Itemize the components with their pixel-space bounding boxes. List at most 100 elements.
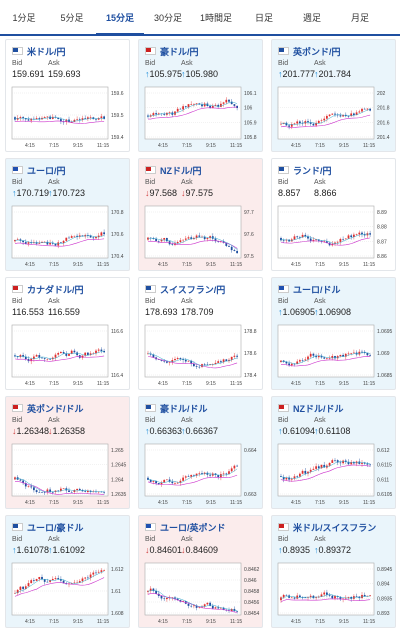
candle-body [163, 598, 166, 600]
tab-6[interactable]: 週足 [302, 13, 321, 23]
tab-2[interactable]: 15分足 [96, 0, 144, 36]
moving-average-line [280, 464, 371, 482]
tab-3[interactable]: 30分足 [153, 13, 182, 23]
candle-body [84, 118, 87, 119]
y-tick-label: 97.6 [244, 232, 254, 238]
pair-title[interactable]: NZドル/ドル [278, 402, 344, 414]
candle-body [293, 236, 296, 240]
currency-card[interactable]: 英ポンド/ドル Bid Ask ↓1.26348 ↓1.26358 1.265 1.2645… [5, 396, 130, 509]
candle-body [220, 103, 222, 107]
candle-body [166, 479, 168, 481]
candle-body [214, 362, 217, 365]
pair-title[interactable]: NZドル/円 [145, 164, 202, 176]
tab-5[interactable]: 日足 [254, 13, 273, 23]
candle-body [195, 605, 198, 608]
candle-body [363, 234, 366, 236]
tab-7[interactable]: 月足 [350, 13, 369, 23]
x-tick-label: 4:15 [158, 381, 168, 387]
bid-price: ↓1.26348 [12, 426, 49, 436]
ask-label: Ask [181, 417, 193, 424]
pair-title[interactable]: スイスフラン/円 [145, 283, 225, 295]
currency-card[interactable]: NZドル/円 Bid Ask ↓97.568 ↓97.575 97.7 97.6 97.5 4:… [138, 158, 263, 271]
candle-body [323, 464, 326, 468]
candle-body [152, 481, 155, 482]
candle-body [217, 241, 220, 242]
pair-title[interactable]: ランド/円 [278, 164, 332, 176]
bid-value: 8.857 [278, 188, 301, 198]
candle-body [198, 607, 201, 608]
candle-body [84, 577, 87, 579]
pair-title[interactable]: 豪ドル/ドル [145, 402, 208, 414]
candle-body [81, 578, 84, 582]
moving-average-line [14, 120, 105, 124]
pair-title[interactable]: 英ポンド/円 [278, 45, 341, 57]
currency-card[interactable]: 米ドル/スイスフラン Bid Ask ↑0.8935 ↑0.89372 0.8945 0.8… [271, 515, 396, 628]
pair-title[interactable]: ユーロ/円 [12, 164, 66, 176]
pair-name: 豪ドル/ドル [160, 403, 208, 414]
candle-body [70, 583, 73, 584]
ask-label: Ask [314, 179, 326, 186]
candle-body [290, 363, 293, 366]
candle-body [285, 122, 288, 126]
currency-card[interactable]: ユーロ/豪ドル Bid Ask ↑1.61078 ↑1.61092 1.612 1.61 1.… [5, 515, 130, 628]
ask-label: Ask [181, 179, 193, 186]
candle-body [353, 352, 355, 354]
bid-price: 116.553 [12, 307, 44, 317]
y-tick-label: 1.265 [111, 448, 124, 454]
currency-card[interactable]: ユーロ/円 Bid Ask ↑170.719 ↑170.723 170.8 170.6 170… [5, 158, 130, 271]
x-tick-label: 7:15 [315, 262, 325, 268]
currency-card[interactable]: 米ドル/円 Bid Ask 159.691 159.693 159.6 159.5 159.4… [5, 39, 130, 152]
tab-1[interactable]: 5分足 [60, 13, 84, 23]
candle-body [166, 238, 168, 242]
candle-body [163, 479, 166, 483]
pair-title[interactable]: 米ドル/スイスフラン [278, 521, 376, 533]
candle-body [288, 477, 290, 480]
candle-body [62, 240, 65, 244]
candle-body [336, 114, 339, 116]
pair-name: ユーロ/ドル [293, 284, 341, 295]
candle-body [369, 464, 371, 466]
pair-title[interactable]: ユーロ/豪ドル [12, 521, 84, 533]
y-tick-label: 170.6 [111, 232, 124, 238]
currency-card[interactable]: カナダドル/円 Bid Ask 116.553 116.559 116.6 116.4 4:1… [5, 277, 130, 390]
candle-body [323, 592, 326, 595]
currency-card[interactable]: 英ポンド/円 Bid Ask ↑201.777 ↑201.784 202 201.8 201.… [271, 39, 396, 152]
currency-card[interactable]: ユーロ/ドル Bid Ask ↑1.06905 ↑1.06908 1.0695 1.069 1… [271, 277, 396, 390]
currency-card[interactable]: スイスフラン/円 Bid Ask 178.693 178.709 178.8 178.6 17… [138, 277, 263, 390]
tab-0[interactable]: 1分足 [12, 13, 36, 23]
tab-4[interactable]: 1時間足 [199, 13, 232, 23]
candle-body [190, 237, 193, 240]
x-tick-label: 4:15 [25, 262, 35, 268]
candle-body [73, 350, 76, 353]
bid-label: Bid [145, 417, 156, 424]
bid-price: ↑0.66363 [145, 426, 182, 436]
currency-card[interactable]: 豪ドル/円 Bid Ask ↑105.975 ↑105.980 106.1 106 105.9… [138, 39, 263, 152]
candle-body [323, 357, 326, 359]
candle-body [97, 235, 100, 238]
pair-title[interactable]: ユーロ/ドル [278, 283, 341, 295]
flag-stripe [279, 167, 284, 171]
candle-body [336, 460, 339, 463]
currency-card[interactable]: ユーロ/英ポンド Bid Ask ↓0.84601 ↓0.84609 0.8462 0.84… [138, 515, 263, 628]
pair-title[interactable]: 米ドル/円 [12, 45, 66, 57]
candle-body [301, 597, 304, 598]
pair-title[interactable]: 英ポンド/ドル [12, 402, 84, 414]
currency-card[interactable]: 豪ドル/ドル Bid Ask ↑0.66363 ↑0.66367 0.664 0.663 4:… [138, 396, 263, 509]
pair-title[interactable]: ユーロ/英ポンド [145, 521, 226, 533]
currency-card[interactable]: NZドル/ドル Bid Ask ↑0.61094 ↑0.61108 0.612 0.6115… [271, 396, 396, 509]
candle-body [46, 489, 49, 492]
candle-body [84, 352, 87, 356]
pair-name: 英ポンド/円 [293, 46, 341, 57]
candle-body [363, 351, 366, 353]
candle-body [350, 113, 353, 117]
pair-title[interactable]: カナダドル/円 [12, 283, 84, 295]
candle-body [54, 243, 57, 246]
price-chart: 8.89 8.88 8.87 8.86 4:15 7:15 9:15 11:15 [277, 205, 387, 268]
pair-title[interactable]: 豪ドル/円 [145, 45, 199, 57]
ask-price: ↓97.575 [181, 188, 213, 198]
candle-body [334, 242, 336, 244]
candle-body [299, 595, 301, 598]
candle-body [35, 355, 38, 357]
ask-label: Ask [314, 60, 326, 67]
currency-card[interactable]: ランド/円 Bid Ask 8.857 8.866 8.89 8.88 8.87 8.86 4:1… [271, 158, 396, 271]
